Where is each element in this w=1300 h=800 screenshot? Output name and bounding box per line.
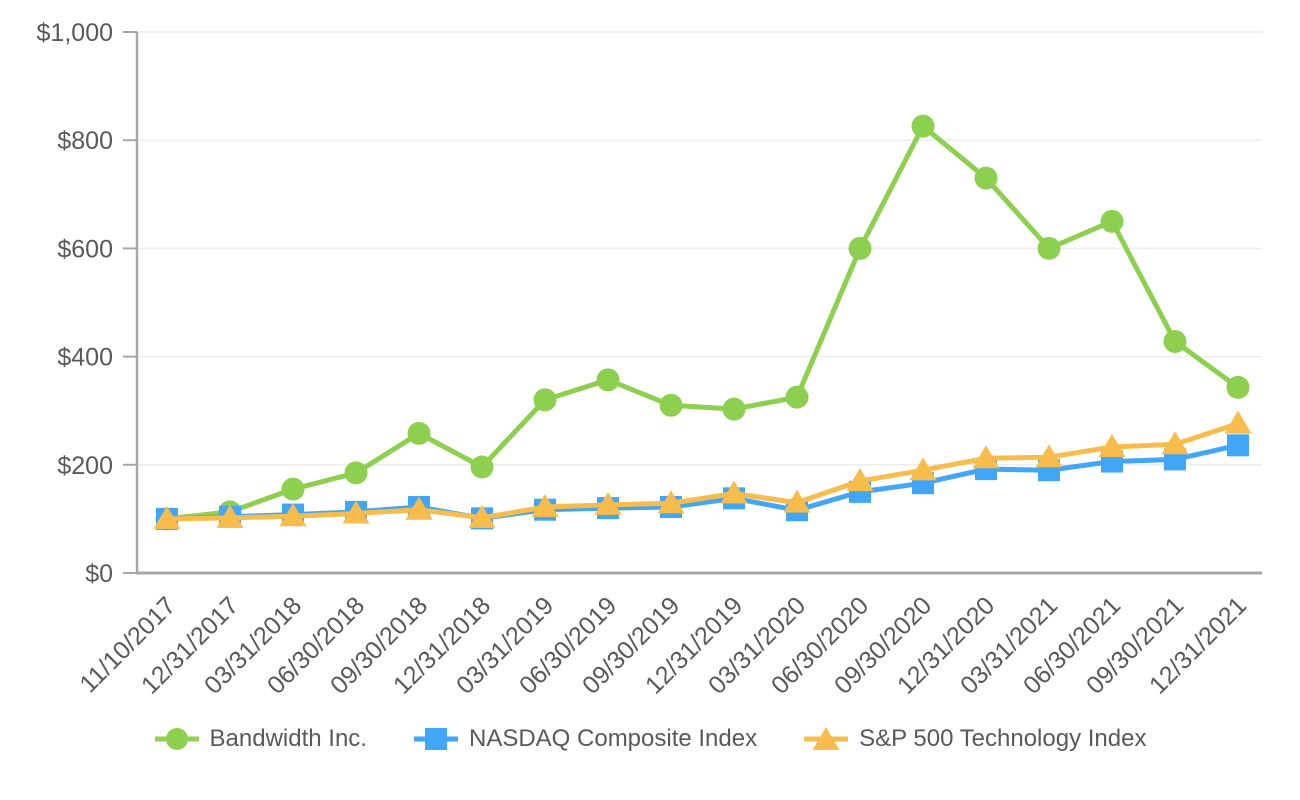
legend-label-nasdaq: NASDAQ Composite Index	[468, 725, 758, 752]
y-tick-label: $0	[85, 560, 113, 588]
square-marker-icon	[413, 724, 459, 754]
data-point-triangle	[657, 490, 685, 514]
legend-label-sp500-tech: S&P 500 Technology Index	[859, 725, 1147, 752]
data-point-circle	[281, 477, 305, 501]
data-point-triangle	[279, 503, 307, 527]
data-point-triangle	[783, 489, 811, 513]
data-point-circle	[344, 461, 368, 485]
legend-item-bandwidth: Bandwidth Inc.	[154, 724, 367, 754]
series-line	[166, 122, 1240, 522]
data-point-triangle	[468, 504, 496, 528]
data-point-circle	[722, 397, 746, 421]
data-point-triangle	[1224, 410, 1252, 434]
data-point-triangle	[1161, 431, 1189, 455]
data-point-triangle	[153, 505, 181, 529]
data-point-triangle	[972, 445, 1000, 469]
data-point-circle	[1226, 375, 1250, 399]
data-point-triangle	[342, 500, 370, 524]
chart-legend: Bandwidth Inc. NASDAQ Composite Index S&…	[0, 724, 1300, 754]
data-point-circle	[407, 421, 431, 445]
performance-line-chart: $0$200$400$600$800$1,00011/10/201712/31/…	[37, 19, 1262, 700]
data-point-triangle	[720, 480, 748, 504]
data-point-circle	[596, 368, 620, 392]
series-line	[166, 421, 1239, 522]
legend-item-nasdaq: NASDAQ Composite Index	[413, 724, 757, 754]
data-point-circle	[785, 385, 809, 409]
data-point-triangle	[909, 457, 937, 481]
data-point-circle	[974, 166, 998, 190]
data-point-circle	[659, 393, 683, 417]
data-point-circle	[911, 114, 935, 138]
data-point-triangle	[531, 493, 559, 517]
data-point-circle	[470, 455, 494, 479]
data-point-circle	[1163, 329, 1187, 353]
y-tick-label: $600	[57, 235, 113, 263]
data-point-triangle	[405, 496, 433, 520]
data-point-circle	[848, 236, 872, 260]
circle-marker-icon	[154, 724, 200, 754]
data-point-square	[1227, 434, 1249, 457]
data-point-triangle	[594, 491, 622, 515]
series-triangle	[153, 410, 1252, 529]
data-point-circle	[1037, 236, 1061, 260]
data-point-triangle	[846, 468, 874, 492]
data-point-triangle	[216, 504, 244, 528]
y-tick-label: $400	[57, 344, 113, 372]
y-tick-label: $800	[57, 127, 113, 155]
data-point-circle	[533, 388, 557, 412]
triangle-marker-icon	[803, 724, 849, 754]
data-point-circle	[1100, 209, 1124, 233]
data-point-triangle	[1035, 444, 1063, 468]
data-point-triangle	[1098, 433, 1126, 457]
y-tick-label: $200	[57, 452, 113, 480]
legend-item-sp500-tech: S&P 500 Technology Index	[803, 724, 1146, 754]
legend-label-bandwidth: Bandwidth Inc.	[209, 725, 367, 752]
y-tick-label: $1,000	[37, 19, 113, 47]
series-circle	[155, 114, 1250, 531]
